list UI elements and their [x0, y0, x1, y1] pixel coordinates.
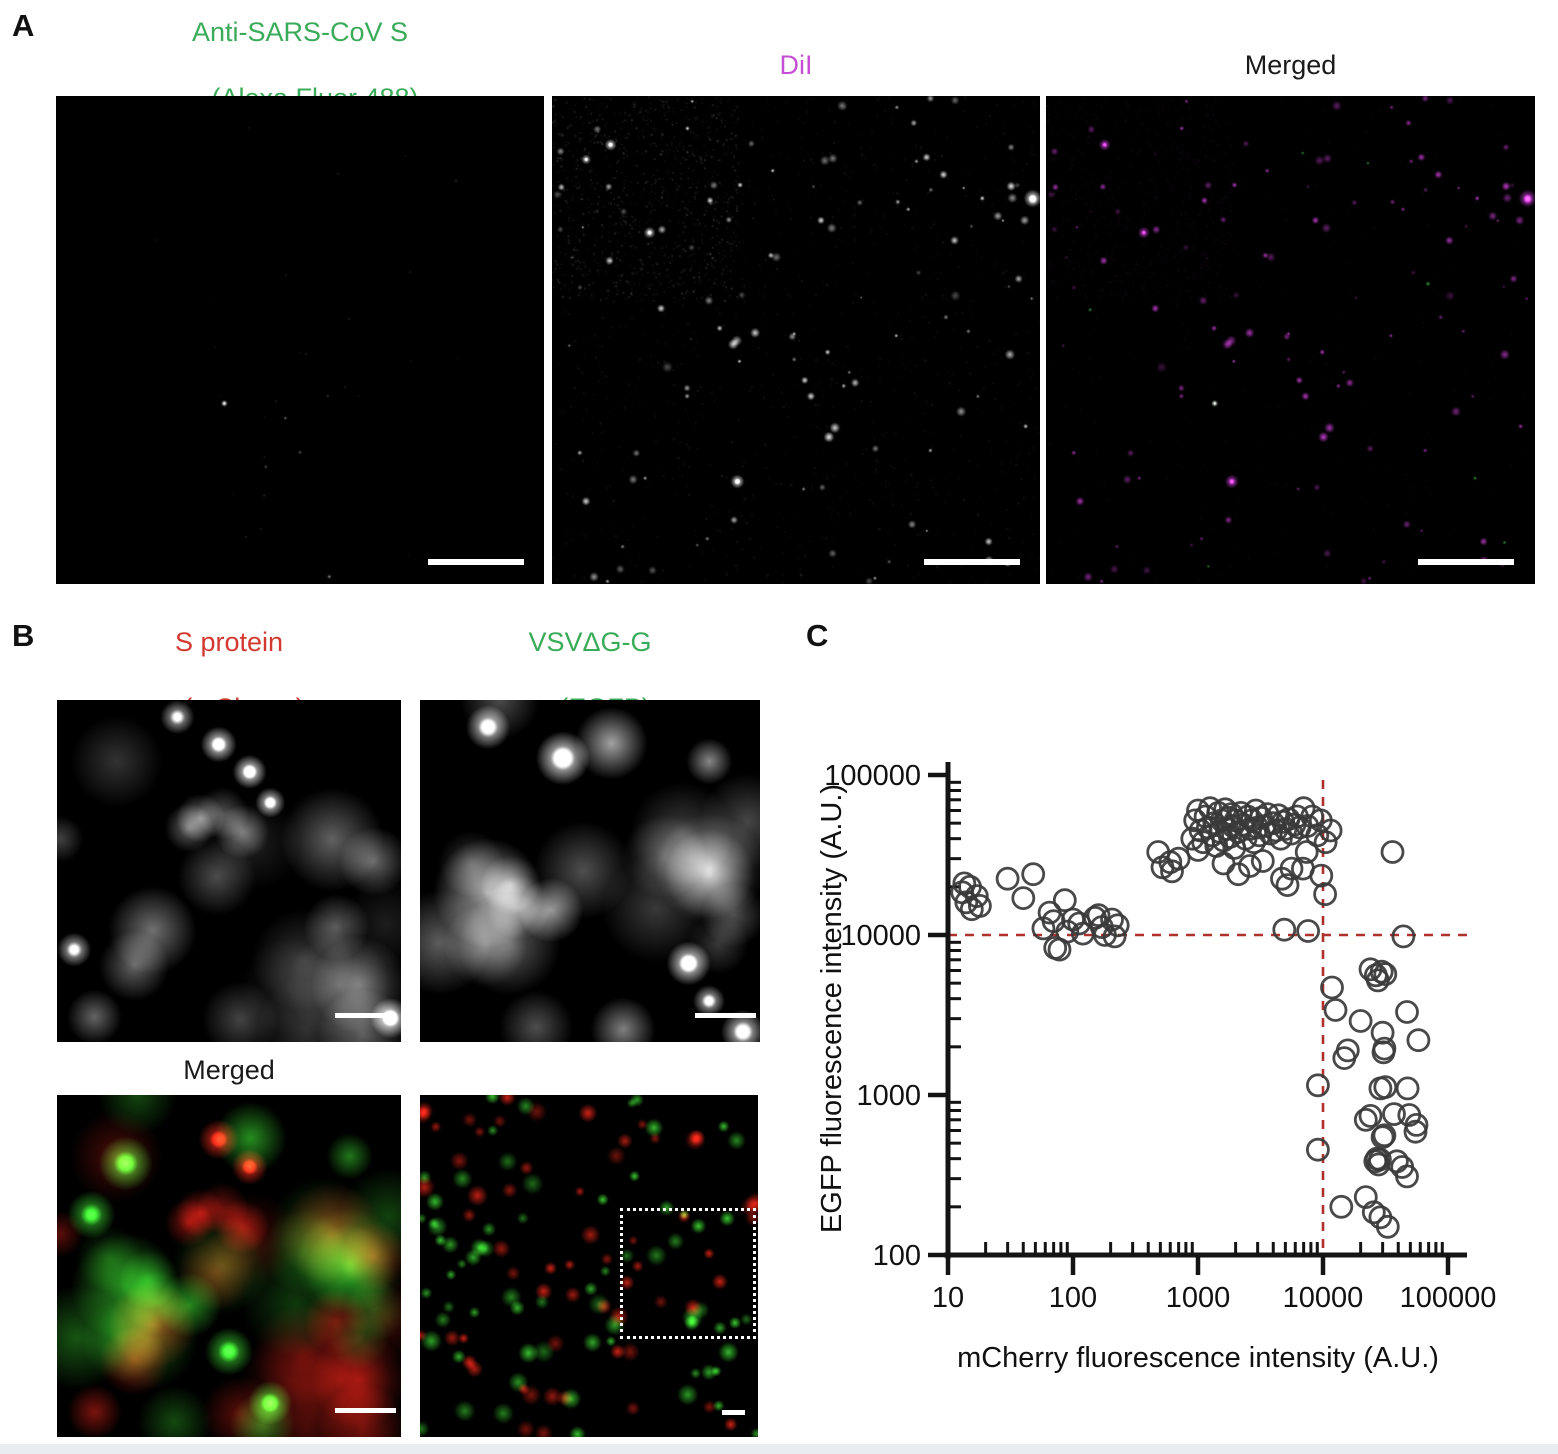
data-point — [1166, 846, 1191, 871]
x-tick-label: 10000 — [1283, 1282, 1364, 1314]
data-point — [1105, 913, 1130, 938]
data-point — [1368, 1147, 1392, 1172]
data-point — [1305, 823, 1330, 848]
data-point — [1250, 849, 1275, 873]
data-point — [1313, 830, 1338, 855]
data-point — [1370, 1125, 1395, 1150]
scale-bar — [722, 1410, 745, 1415]
data-point — [1275, 873, 1300, 898]
data-point — [1348, 1009, 1373, 1033]
scale-bar — [335, 1013, 396, 1018]
data-point — [1160, 859, 1184, 884]
x-axis-title: mCherry fluorescence intensity (A.U.) — [957, 1342, 1439, 1374]
data-point — [1371, 1040, 1396, 1065]
y-axis-title: EGFP fluorescence intensity (A.U.) — [816, 784, 848, 1233]
panel-b-merged-label: Merged — [183, 1055, 275, 1085]
micrograph-merged-widefield — [420, 1095, 758, 1437]
data-point — [1353, 1107, 1378, 1132]
data-point — [1272, 917, 1297, 942]
scale-bar — [335, 1408, 396, 1413]
data-point — [1011, 886, 1036, 911]
y-tick-label: 10000 — [840, 920, 921, 952]
roi-dotted-box — [620, 1208, 756, 1339]
data-point — [1067, 911, 1092, 936]
data-point — [967, 893, 992, 918]
x-tick-label: 10 — [932, 1282, 964, 1314]
x-tick-label: 1000 — [1166, 1282, 1231, 1314]
x-tick-label: 100000 — [1400, 1282, 1497, 1314]
page-edge-strip — [0, 1444, 1558, 1454]
data-point — [1375, 1214, 1400, 1239]
data-point — [1332, 1046, 1357, 1071]
panel-a-title-alexa-line1: Anti-SARS-CoV S — [191, 17, 409, 47]
data-point — [1102, 924, 1127, 949]
micrograph-merged-a — [1046, 96, 1535, 584]
data-point — [1291, 796, 1316, 821]
data-point — [995, 866, 1020, 891]
panel-b-title-vsv-line1: VSVΔG-G — [528, 627, 652, 657]
data-point — [1296, 919, 1321, 943]
x-tick-label: 100 — [1049, 1282, 1097, 1314]
data-point — [1313, 882, 1338, 907]
data-point — [1279, 856, 1304, 881]
panel-a-letter: A — [12, 8, 35, 43]
data-point — [1329, 1194, 1354, 1219]
data-point — [1406, 1028, 1431, 1053]
data-point — [964, 884, 989, 909]
data-point — [1403, 1119, 1428, 1144]
micrograph-merged-zoom — [57, 1095, 401, 1437]
data-point — [1318, 818, 1343, 843]
data-point — [1320, 975, 1344, 1000]
data-point — [1323, 998, 1348, 1022]
data-point — [1382, 1102, 1406, 1127]
scale-bar — [1418, 559, 1514, 565]
data-point — [1021, 862, 1046, 887]
data-point — [1358, 1103, 1383, 1128]
data-point — [1211, 851, 1236, 876]
data-point — [1395, 1000, 1419, 1024]
y-tick-label: 1000 — [856, 1080, 921, 1112]
panel-c-letter: C — [806, 618, 829, 653]
data-point — [1309, 863, 1334, 888]
micrograph-anti-sars-cov-s — [56, 96, 544, 584]
data-point — [1372, 1123, 1397, 1148]
micrograph-dii — [552, 96, 1040, 584]
micrograph-vsv-egfp — [420, 700, 760, 1042]
data-point — [1380, 840, 1405, 864]
panel-a-title-dii: DiI — [779, 50, 813, 80]
scatter-plot: 100 1000 10000 100000 10 100 1000 10000 100000 mC… — [816, 760, 1497, 1374]
scale-bar — [695, 1013, 756, 1018]
data-point — [1100, 907, 1124, 932]
data-point — [1373, 962, 1398, 987]
data-point — [1055, 919, 1080, 944]
micrograph-s-protein-mcherry — [57, 700, 401, 1042]
scale-bar — [428, 559, 524, 565]
data-point — [1294, 840, 1319, 864]
data-point — [1395, 1076, 1420, 1101]
data-point — [1305, 1073, 1330, 1098]
data-point — [1391, 924, 1416, 949]
panel-a-title-merged: Merged — [1244, 50, 1337, 80]
data-point — [952, 871, 977, 896]
data-point — [1052, 888, 1077, 913]
data-point — [1395, 1164, 1419, 1189]
panel-b-letter: B — [12, 618, 35, 653]
scale-bar — [924, 559, 1020, 565]
panel-b-title-s-protein-line1: S protein — [174, 627, 284, 657]
y-tick-label: 100000 — [824, 760, 921, 792]
data-point — [1226, 862, 1251, 887]
data-point — [1366, 968, 1390, 993]
data-point — [1305, 1137, 1330, 1162]
y-tick-label: 100 — [873, 1240, 921, 1272]
data-point — [1361, 1200, 1386, 1225]
